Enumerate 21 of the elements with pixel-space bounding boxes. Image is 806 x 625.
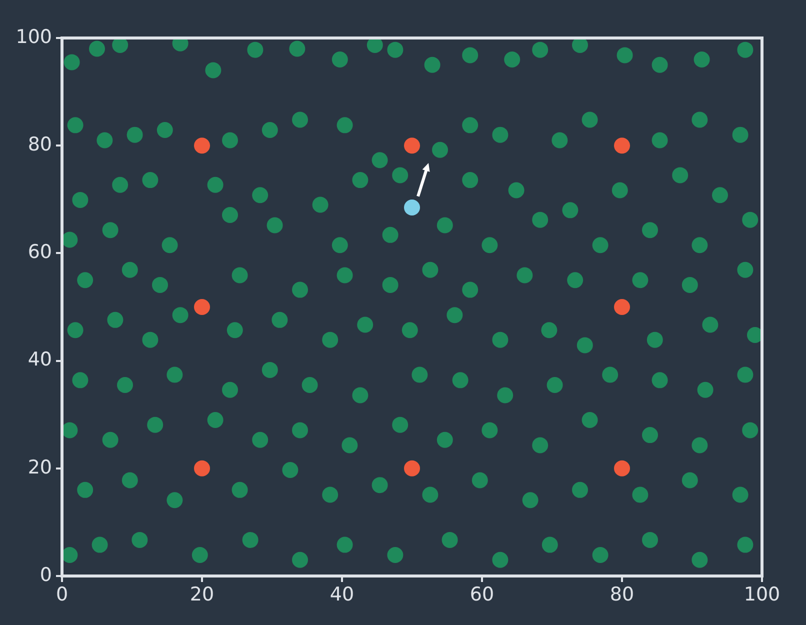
x-tick-label: 0 xyxy=(56,583,68,606)
x-tick-label: 80 xyxy=(610,583,634,606)
point xyxy=(614,299,630,315)
y-tick-label: 0 xyxy=(40,564,52,586)
point xyxy=(194,460,210,476)
point xyxy=(614,138,630,154)
x-tick-label: 40 xyxy=(330,583,354,606)
point xyxy=(404,199,420,216)
x-tick-label: 100 xyxy=(744,583,780,606)
y-tick-label: 60 xyxy=(28,241,52,264)
point xyxy=(194,299,210,315)
y-tick-label: 80 xyxy=(28,134,52,156)
point xyxy=(194,138,210,154)
point xyxy=(614,460,630,476)
y-tick-label: 100 xyxy=(16,26,52,48)
point xyxy=(404,460,420,476)
y-tick-label: 40 xyxy=(28,348,52,371)
x-tick-label: 20 xyxy=(190,583,214,606)
y-tick-label: 20 xyxy=(28,456,52,478)
point xyxy=(404,138,420,154)
x-tick-label: 60 xyxy=(470,583,494,606)
